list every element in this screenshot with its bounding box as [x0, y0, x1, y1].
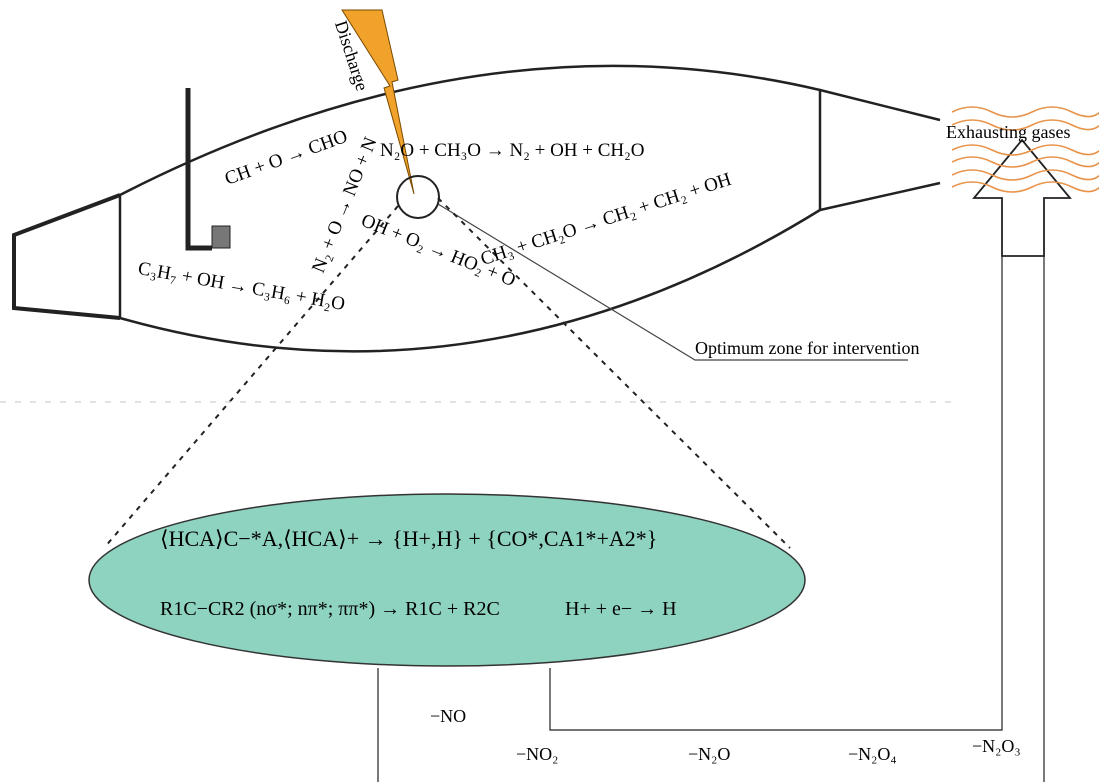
mechanism-equation-2: R1C−CR2 (nσ*; nπ*; ππ*) → R1C + R2C	[160, 598, 500, 620]
return-line-mid	[549, 256, 1003, 731]
output-n2o: −N₂O	[688, 744, 731, 764]
zoom-line-left	[103, 205, 399, 549]
mechanism-equation-1: ⟨HCA⟩C−*A,⟨HCA⟩+ → {H+,H} + {CO*,CA1*+A2…	[160, 526, 658, 551]
optimum-zone-label: Optimum zone for intervention	[695, 338, 920, 358]
exhaust-arrow	[972, 138, 1072, 257]
output-n2o3: −N₂O₃	[972, 736, 1021, 756]
outlet-lower-wall	[819, 181, 941, 212]
output-no: −NO	[430, 706, 467, 726]
mechanism-equation-3: H+ + e− → H	[565, 598, 677, 620]
exhaust-waves	[951, 106, 1099, 193]
combustor-body	[118, 64, 822, 353]
mechanism-ellipse	[88, 493, 806, 667]
intervention-zone-circle	[396, 175, 440, 219]
reaction-n2o-ch3o: N₂O + CH₃O → N₂ + OH + CH₂O	[380, 140, 645, 161]
inlet-nozzle	[12, 193, 121, 320]
injector-nozzle	[211, 225, 231, 249]
optimum-zone-leader	[437, 203, 908, 361]
outlet-upper-wall	[819, 88, 941, 122]
exhausting-gases-label: Exhausting gases	[946, 122, 1071, 142]
output-n2o4: −N₂O₄	[848, 744, 897, 764]
discharge-bolt	[341, 9, 415, 195]
output-no2: −NO₂	[516, 744, 559, 764]
fuel-injector	[185, 88, 212, 251]
